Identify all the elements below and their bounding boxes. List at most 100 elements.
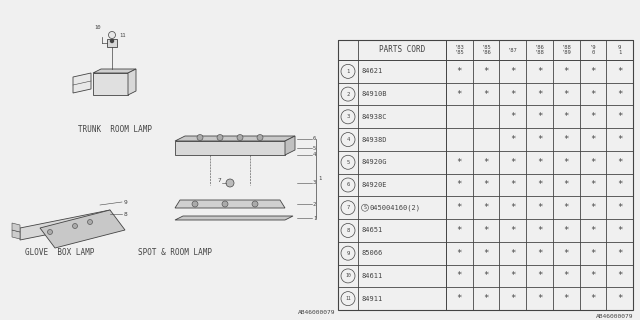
Text: *: *: [457, 203, 462, 212]
Circle shape: [341, 292, 355, 306]
Circle shape: [257, 134, 263, 140]
Text: *: *: [510, 158, 515, 167]
Circle shape: [192, 201, 198, 207]
Text: *: *: [564, 112, 569, 121]
Text: *: *: [617, 294, 622, 303]
Text: *: *: [457, 249, 462, 258]
Text: *: *: [617, 271, 622, 280]
Circle shape: [237, 134, 243, 140]
Text: GLOVE  BOX LAMP: GLOVE BOX LAMP: [26, 248, 95, 257]
Text: *: *: [564, 90, 569, 99]
Text: '9
0: '9 0: [589, 45, 596, 55]
Text: *: *: [483, 271, 489, 280]
Text: *: *: [483, 203, 489, 212]
Circle shape: [217, 134, 223, 140]
Polygon shape: [20, 210, 110, 240]
Circle shape: [341, 155, 355, 169]
Text: *: *: [537, 90, 542, 99]
Text: *: *: [617, 90, 622, 99]
Circle shape: [222, 201, 228, 207]
Text: *: *: [617, 249, 622, 258]
Polygon shape: [93, 73, 128, 95]
Text: 3: 3: [346, 114, 349, 119]
Text: *: *: [590, 112, 596, 121]
Text: 10: 10: [345, 273, 351, 278]
Text: *: *: [590, 249, 596, 258]
Text: *: *: [510, 294, 515, 303]
Text: 3: 3: [313, 180, 316, 186]
Text: 1: 1: [318, 176, 321, 181]
Circle shape: [341, 64, 355, 78]
Text: *: *: [510, 135, 515, 144]
Text: 84910B: 84910B: [361, 91, 387, 97]
Text: SPOT & ROOM LAMP: SPOT & ROOM LAMP: [138, 248, 212, 257]
Text: *: *: [537, 271, 542, 280]
Text: *: *: [590, 226, 596, 235]
Text: 4: 4: [313, 153, 316, 157]
Text: *: *: [617, 180, 622, 189]
Bar: [338, 40, 633, 60]
Text: 045004160(2): 045004160(2): [370, 204, 421, 211]
Text: *: *: [510, 249, 515, 258]
Text: 84621: 84621: [361, 68, 382, 74]
Text: *: *: [510, 180, 515, 189]
Circle shape: [197, 134, 203, 140]
Text: 84938C: 84938C: [361, 114, 387, 120]
Text: 9: 9: [346, 251, 349, 256]
Circle shape: [341, 132, 355, 147]
Text: 5: 5: [313, 146, 316, 150]
Circle shape: [341, 110, 355, 124]
Text: 2: 2: [313, 202, 316, 206]
Text: 7: 7: [218, 178, 221, 183]
Circle shape: [341, 87, 355, 101]
Polygon shape: [128, 69, 136, 95]
Circle shape: [362, 204, 369, 211]
Text: *: *: [537, 158, 542, 167]
Text: 8: 8: [346, 228, 349, 233]
Text: *: *: [590, 135, 596, 144]
Circle shape: [341, 246, 355, 260]
Text: 11: 11: [345, 296, 351, 301]
Polygon shape: [93, 69, 136, 73]
Polygon shape: [73, 73, 91, 93]
Bar: [107, 39, 117, 47]
Text: '86
'88: '86 '88: [534, 45, 545, 55]
Text: *: *: [564, 249, 569, 258]
Text: *: *: [617, 158, 622, 167]
Text: *: *: [483, 90, 489, 99]
Text: *: *: [590, 158, 596, 167]
Text: *: *: [564, 135, 569, 144]
Text: '87: '87: [508, 47, 518, 52]
Polygon shape: [175, 136, 295, 141]
Text: *: *: [564, 158, 569, 167]
Text: 84938D: 84938D: [361, 137, 387, 142]
Text: 9
1: 9 1: [618, 45, 621, 55]
Text: *: *: [510, 90, 515, 99]
Text: 2: 2: [346, 92, 349, 97]
Circle shape: [88, 220, 93, 225]
Text: *: *: [537, 226, 542, 235]
Text: *: *: [483, 294, 489, 303]
Text: *: *: [483, 249, 489, 258]
Text: *: *: [537, 294, 542, 303]
Text: 84651: 84651: [361, 228, 382, 234]
Polygon shape: [175, 141, 285, 155]
Circle shape: [109, 31, 115, 38]
Text: *: *: [564, 226, 569, 235]
Bar: [338, 40, 633, 310]
Text: *: *: [590, 203, 596, 212]
Text: '85
'86: '85 '86: [481, 45, 491, 55]
Text: *: *: [617, 135, 622, 144]
Text: PARTS CORD: PARTS CORD: [379, 45, 425, 54]
Text: 84920E: 84920E: [361, 182, 387, 188]
Text: *: *: [537, 67, 542, 76]
Text: *: *: [590, 90, 596, 99]
Text: *: *: [510, 271, 515, 280]
Text: *: *: [510, 203, 515, 212]
Text: *: *: [617, 203, 622, 212]
Text: *: *: [537, 180, 542, 189]
Text: 8: 8: [124, 212, 128, 217]
Text: *: *: [564, 203, 569, 212]
Circle shape: [341, 178, 355, 192]
Text: *: *: [510, 112, 515, 121]
